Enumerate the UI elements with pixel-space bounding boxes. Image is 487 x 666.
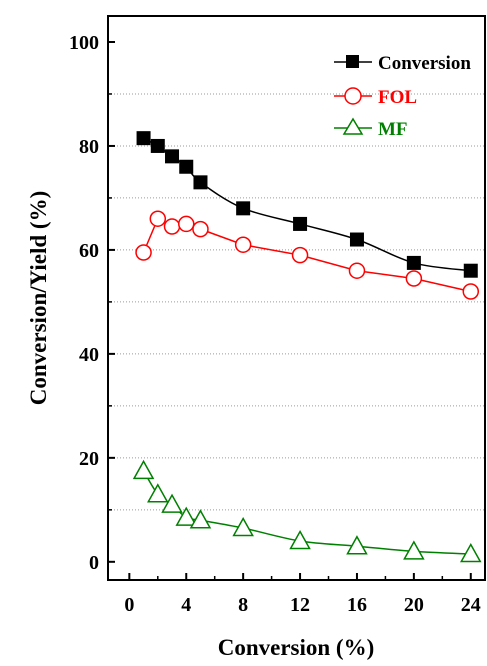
data-point-mf: [232, 516, 254, 537]
data-point-mf: [289, 529, 311, 550]
data-point-fol: [135, 244, 152, 261]
data-point-fol: [405, 270, 423, 287]
data-point-conversion: [349, 232, 364, 247]
data-point-mf: [189, 509, 212, 529]
x-tick-label: 24: [461, 594, 481, 616]
data-point-conversion: [236, 201, 251, 216]
legend-marker-fol: [344, 87, 362, 105]
data-point-fol: [234, 236, 252, 253]
data-point-fol: [177, 215, 195, 233]
series-layer: [132, 131, 482, 563]
data-point-fol: [462, 283, 480, 300]
data-point-conversion: [463, 263, 478, 278]
x-tick-label: 20: [404, 594, 424, 616]
y-tick-label: 60: [79, 240, 99, 262]
gridlines: [108, 93, 485, 511]
data-point-mf: [175, 506, 198, 526]
data-point-conversion: [293, 216, 308, 231]
x-tick-label: 12: [290, 594, 310, 616]
legend-marker-mf: [342, 117, 364, 135]
data-point-conversion: [136, 131, 151, 146]
data-point-mf: [132, 459, 155, 480]
data-point-conversion: [406, 255, 421, 270]
data-point-fol: [192, 220, 209, 238]
legend-label-mf: MF: [378, 119, 408, 140]
legend-label-conversion: Conversion: [378, 53, 471, 74]
x-axis-label: Conversion (%): [218, 635, 375, 660]
data-point-fol: [149, 210, 167, 227]
x-tick-label: 8: [238, 594, 248, 616]
data-point-mf: [459, 542, 482, 563]
legend-marker-conversion: [346, 55, 359, 68]
data-point-conversion: [179, 159, 194, 174]
data-point-mf: [346, 535, 368, 555]
axis-ticks: 0 4 8 12 16 20 24 0 20 40 60 80 100: [69, 32, 481, 616]
data-point-conversion: [150, 138, 165, 153]
data-point-mf: [147, 483, 169, 503]
y-axis-label: Conversion/Yield (%): [26, 191, 51, 405]
data-point-conversion: [165, 149, 180, 164]
x-tick-label: 4: [181, 594, 191, 616]
x-tick-label: 0: [124, 594, 134, 616]
data-point-mf: [161, 493, 183, 513]
y-tick-label: 40: [79, 344, 99, 366]
data-point-fol: [291, 246, 309, 264]
series-line-conversion: [143, 137, 471, 272]
y-tick-label: 0: [89, 552, 99, 574]
series-line-mf: [142, 470, 471, 555]
y-tick-label: 20: [79, 448, 99, 470]
data-point-fol: [163, 218, 181, 235]
legend: Conversion FOL MF: [334, 53, 471, 140]
data-point-conversion: [193, 175, 208, 190]
data-point-mf: [403, 540, 425, 560]
y-tick-label: 100: [69, 32, 99, 54]
x-tick-label: 16: [347, 594, 367, 616]
y-tick-label: 80: [79, 136, 99, 158]
legend-label-fol: FOL: [378, 87, 417, 108]
plot-frame: [107, 15, 486, 581]
data-point-fol: [348, 262, 366, 279]
